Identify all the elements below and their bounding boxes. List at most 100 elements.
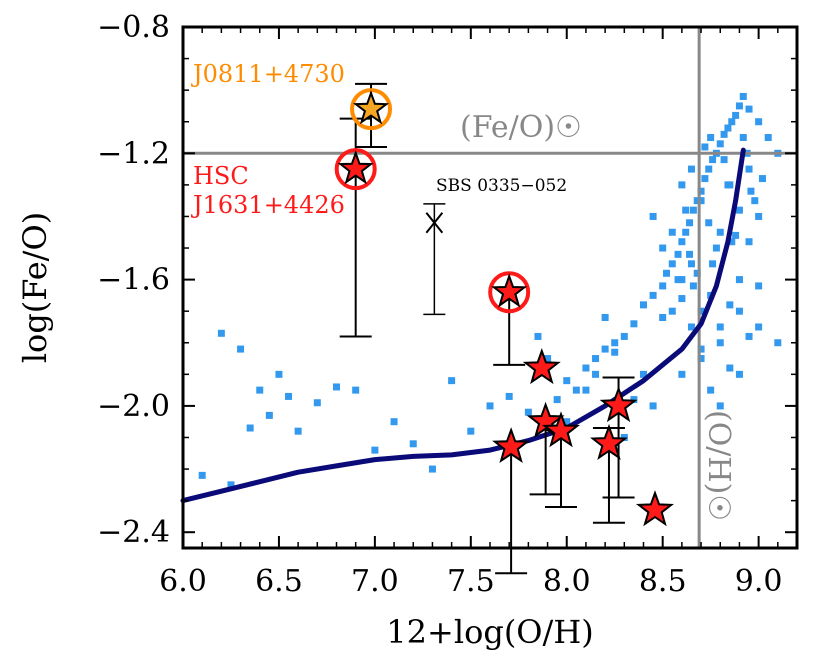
reference-point [678,276,686,284]
highlight-ring [334,148,377,191]
reference-point [709,156,717,164]
reference-point [716,140,724,148]
reference-point [572,386,580,394]
reference-point [716,402,724,410]
reference-point [678,181,686,189]
reference-point [689,282,697,290]
reference-point [534,332,542,340]
reference-point [707,134,715,142]
reference-point [668,228,676,236]
reference-point [601,345,609,353]
x-axis-title: 12+log(O/H) [386,613,593,651]
reference-point [705,165,713,173]
reference-point [582,386,590,394]
reference-point [745,165,753,173]
reference-point [755,323,763,331]
reference-point [686,250,694,258]
reference-point [630,396,638,404]
annotation-red-object-line2: J1631+4426 [190,191,345,219]
reference-point [732,111,740,119]
reference-point [285,392,293,400]
reference-point [524,408,532,416]
x-tick-label: 8.5 [639,564,687,599]
reference-point [553,396,561,404]
reference-point [693,269,701,277]
reference-point [611,339,619,347]
reference-point [687,165,695,173]
reference-point [712,244,720,252]
x-tick-label: 7.0 [351,564,399,599]
reference-point [640,301,647,309]
annotation-red-object-line1: HSC [193,162,249,190]
reference-point [747,187,755,195]
reference-point [563,377,571,385]
reference-point [735,102,743,110]
reference-point [678,238,686,246]
reference-point [755,118,763,126]
reference-point [217,329,225,337]
reference-point [682,206,690,214]
reference-point [371,446,379,454]
reference-point [687,260,695,268]
reference-point [256,386,264,394]
reference-point [678,370,686,378]
y-axis-title: log(Fe/O) [16,212,54,363]
red-star-marker [599,385,638,423]
reference-point [659,313,667,321]
reference-point [544,355,552,363]
annotation-orange-object: J0811+4730 [190,60,345,88]
reference-point [640,370,647,378]
reference-point [745,332,753,340]
reference-point [294,427,302,435]
reference-point [745,238,753,246]
reference-point [505,392,513,400]
y-tick-label: −2.4 [97,515,170,550]
reference-point [732,231,740,239]
reference-point [275,370,283,378]
reference-point [735,307,743,315]
solar-fe-o-label: (Fe/O)☉ [460,110,582,145]
reference-point [592,355,600,363]
reference-point [755,282,763,290]
reference-point [428,465,436,473]
y-tick-label: −0.8 [97,10,170,45]
reference-point [720,156,728,164]
reference-point [687,323,695,331]
measurement-layer [334,82,674,575]
reference-point [755,212,763,220]
x-tick-label: 6.5 [255,564,303,599]
reference-point [716,228,724,236]
reference-point [611,348,619,356]
reference-point [563,418,571,426]
reference-point [686,219,694,227]
highlight-ring [350,88,393,131]
reference-point [735,206,743,214]
y-tick-label: −1.2 [97,136,170,171]
highlight-star-marker [352,90,390,125]
reference-point [774,339,782,347]
x-tick-label: 6.0 [159,564,207,599]
reference-point [758,175,766,183]
reference-point [705,219,713,227]
reference-point [486,402,494,410]
reference-point [735,276,743,284]
reference-point [701,143,709,151]
reference-point [467,427,475,435]
red-star-marker [522,348,561,385]
reference-point [668,260,676,268]
reference-point [409,440,417,448]
reference-point [620,332,628,340]
reference-point [649,402,657,410]
reference-point [728,118,736,126]
reference-point [265,411,273,419]
reference-point [745,105,753,113]
sbs-marker-stroke [425,212,444,234]
reference-point [390,418,398,426]
reference-point [693,197,701,205]
reference-point [649,212,657,220]
solar-o-h-label: (O/H)☉ [701,410,736,521]
reference-point [726,301,734,309]
solar-reference-layer: (Fe/O)☉ (O/H)☉ [183,27,797,548]
reference-point [227,481,235,489]
